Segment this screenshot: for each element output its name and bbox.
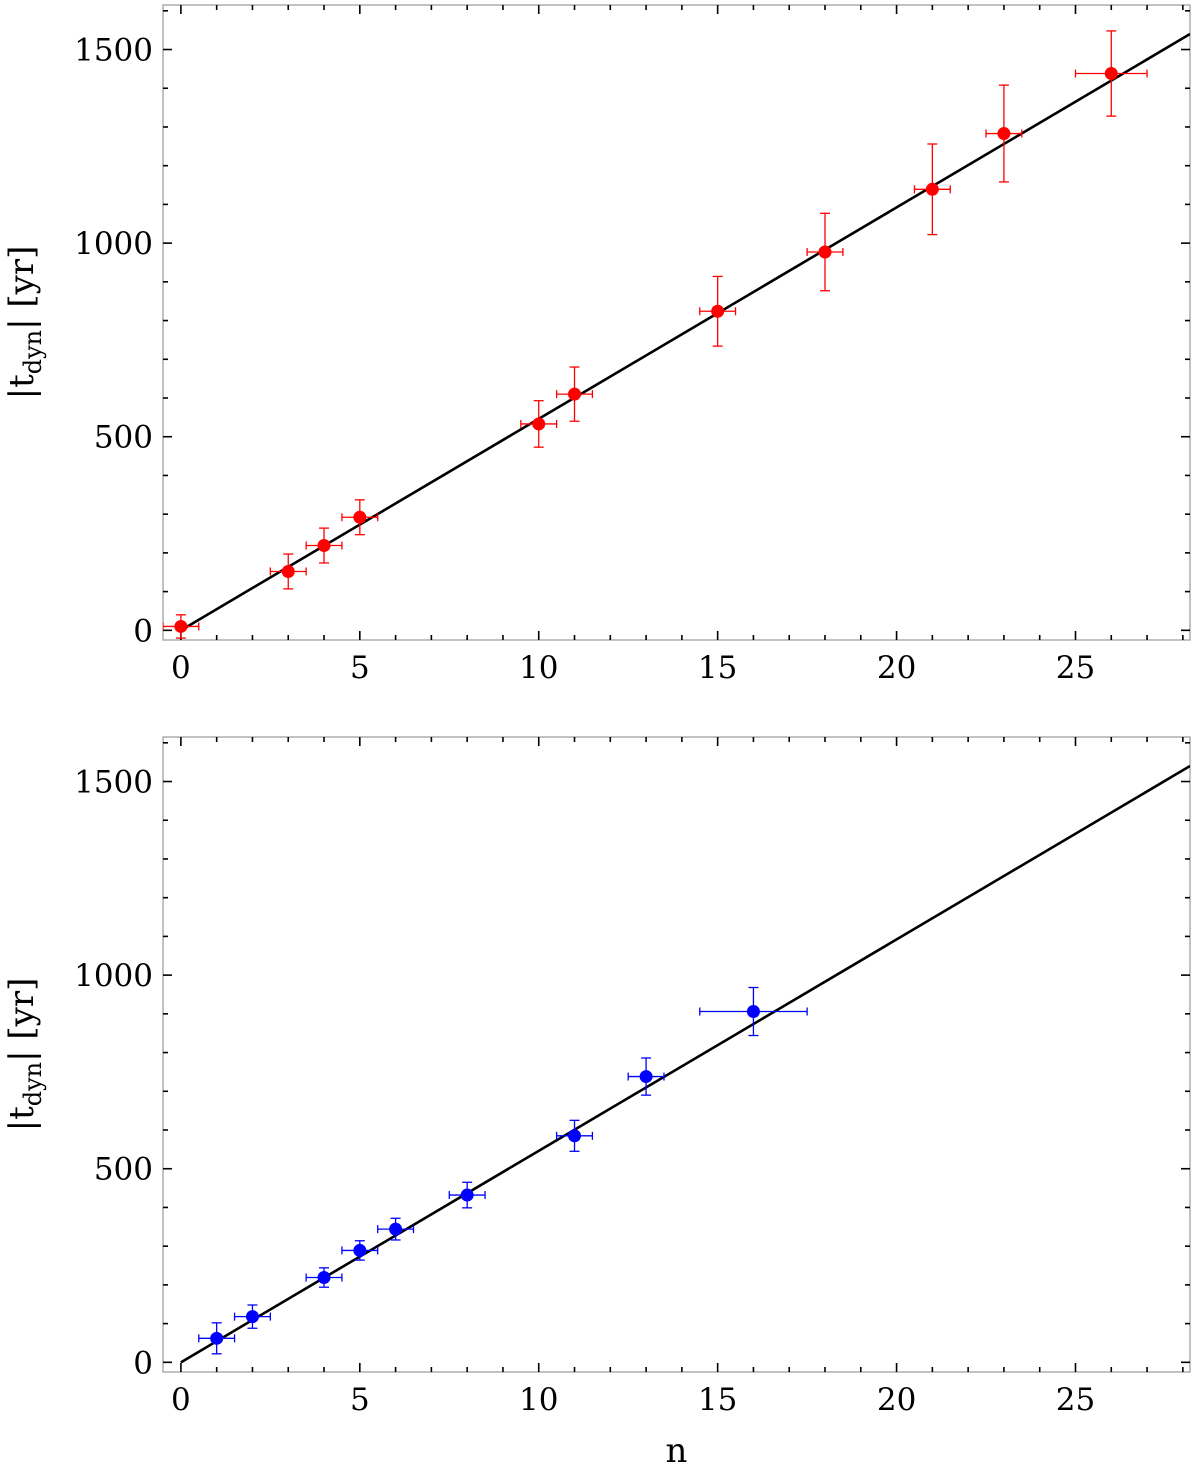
plot-frame bbox=[162, 736, 1191, 1373]
data-point bbox=[317, 1271, 331, 1285]
data-point bbox=[389, 1222, 403, 1236]
x-tick-label: 10 bbox=[519, 1382, 558, 1418]
data-point bbox=[245, 1310, 259, 1324]
data-point bbox=[174, 619, 188, 633]
x-tick-label: 25 bbox=[1056, 1382, 1095, 1418]
data-point bbox=[568, 387, 582, 401]
data-series bbox=[163, 30, 1148, 639]
x-tick-label: 5 bbox=[350, 1382, 370, 1418]
y-tick-label: 500 bbox=[94, 420, 153, 456]
chart-panel-bottom: 0 5 10 15 20 25 0 500 1000 1500 |tdyn| [yr] n bbox=[2, 736, 1191, 1471]
y-tick-label: 0 bbox=[133, 1345, 153, 1381]
y-tick-label: 1500 bbox=[74, 33, 153, 69]
y-tick-label: 1000 bbox=[74, 226, 153, 262]
data-point bbox=[568, 1129, 582, 1143]
data-point bbox=[925, 182, 939, 196]
x-tick-label: 15 bbox=[698, 1382, 737, 1418]
data-point bbox=[1104, 67, 1118, 81]
data-point bbox=[639, 1070, 653, 1084]
x-tick-label: 20 bbox=[877, 650, 916, 686]
data-point bbox=[210, 1331, 224, 1345]
x-tick-label: 5 bbox=[350, 650, 370, 686]
fit-line bbox=[180, 32, 1190, 632]
data-point bbox=[746, 1005, 760, 1019]
x-tick-label: 15 bbox=[698, 650, 737, 686]
data-series bbox=[198, 986, 808, 1355]
y-tick-label: 1500 bbox=[74, 765, 153, 801]
x-tick-label: 20 bbox=[877, 1382, 916, 1418]
y-tick-label: 500 bbox=[94, 1152, 153, 1188]
x-tick-label: 0 bbox=[171, 1382, 191, 1418]
y-tick-label: 0 bbox=[133, 613, 153, 649]
data-point bbox=[353, 1243, 367, 1257]
plot-frame bbox=[162, 4, 1191, 641]
data-point bbox=[997, 127, 1011, 141]
x-axis-label: n bbox=[666, 1431, 688, 1471]
y-axis-label: |tdyn| [yr] bbox=[2, 978, 47, 1132]
axis-ticks bbox=[163, 737, 1190, 1372]
data-point bbox=[532, 417, 546, 431]
x-tick-label: 0 bbox=[171, 650, 191, 686]
axis-ticks bbox=[163, 5, 1190, 640]
chart-panel-top: 0 5 10 15 20 25 0 500 1000 1500 |tdyn| [yr] bbox=[2, 4, 1191, 686]
y-tick-label: 1000 bbox=[74, 958, 153, 994]
data-point bbox=[460, 1188, 474, 1202]
data-point bbox=[818, 245, 832, 259]
x-tick-label: 10 bbox=[519, 650, 558, 686]
x-tick-label: 25 bbox=[1056, 650, 1095, 686]
fit-line bbox=[180, 764, 1190, 1364]
data-point bbox=[317, 539, 331, 553]
y-axis-label: |tdyn| [yr] bbox=[2, 246, 47, 400]
data-point bbox=[711, 304, 725, 318]
data-point bbox=[281, 564, 295, 578]
data-point bbox=[353, 510, 367, 524]
